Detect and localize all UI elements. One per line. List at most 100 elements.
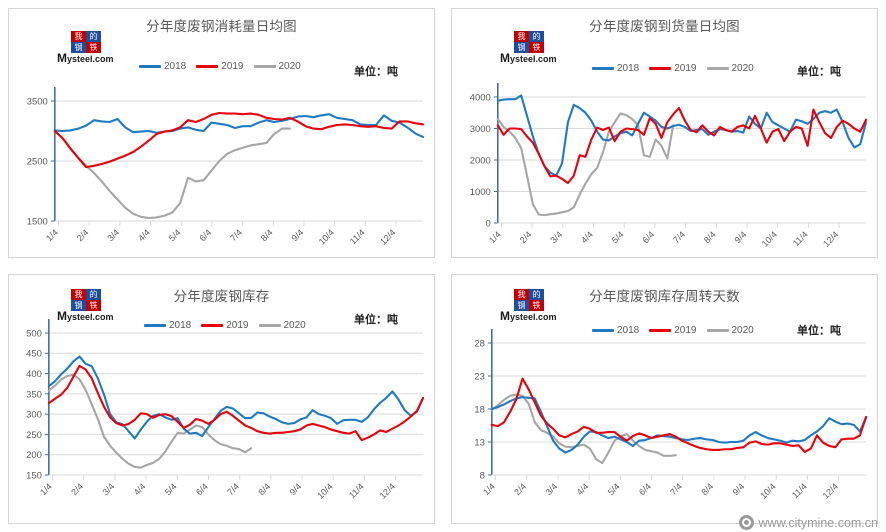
legend-item-2018[interactable]: 2018	[144, 320, 191, 331]
legend-item-2019[interactable]: 2019	[649, 325, 697, 336]
legend-item-2018[interactable]: 2018	[139, 61, 186, 72]
mysteel-wordmark-rest: ysteel.com	[67, 54, 114, 64]
svg-text:3/4: 3/4	[100, 481, 116, 497]
logo-cell-3: 铁	[529, 42, 544, 53]
svg-text:1500: 1500	[27, 216, 48, 227]
svg-text:8/4: 8/4	[256, 481, 272, 497]
legend-item-2020[interactable]: 2020	[706, 63, 754, 74]
legend-item-2020[interactable]: 2020	[706, 325, 754, 336]
legend-swatch-2018	[139, 65, 161, 68]
panel-title: 分年度废钢到货量日均图	[589, 19, 740, 34]
legend-item-2020[interactable]: 2020	[258, 320, 306, 331]
svg-text:5/4: 5/4	[167, 227, 183, 243]
unit-label: 单位：吨	[797, 66, 841, 78]
legend-label-2019: 2019	[674, 325, 697, 336]
legend-swatch-2018	[144, 324, 166, 327]
legend-item-2019[interactable]: 2019	[201, 320, 249, 331]
legend-swatch-2020	[706, 329, 729, 332]
legend: 2018 2019 2020	[592, 63, 760, 74]
legend-item-2019[interactable]: 2019	[196, 61, 244, 72]
legend-item-2018[interactable]: 2018	[592, 63, 639, 74]
legend: 2018 2019 2020	[144, 320, 312, 331]
panel-turnover: 分年度废钢库存周转天数 我 的 钢 铁 Mysteel.com 2018 201…	[443, 266, 886, 532]
svg-text:500: 500	[26, 328, 42, 339]
svg-text:2/4: 2/4	[512, 481, 528, 497]
legend-label-2019: 2019	[674, 63, 697, 74]
svg-text:2/4: 2/4	[75, 227, 91, 243]
svg-text:23: 23	[474, 371, 485, 382]
logo-cell-0: 我	[514, 31, 529, 42]
svg-text:0: 0	[486, 218, 491, 229]
legend-label-2018: 2018	[164, 61, 187, 72]
svg-text:6/4: 6/4	[197, 227, 213, 243]
mysteel-logo-squares: 我 的 钢 铁	[514, 289, 544, 311]
legend-item-2020[interactable]: 2020	[253, 61, 301, 72]
svg-text:200: 200	[26, 450, 42, 461]
legend-swatch-2018	[592, 67, 614, 70]
svg-text:4/4: 4/4	[575, 481, 591, 497]
panel-inventory: 分年度废钢库存 我 的 钢 铁 Mysteel.com 2018 2019 20…	[0, 266, 443, 532]
svg-text:8/4: 8/4	[259, 227, 275, 243]
svg-text:250: 250	[26, 430, 42, 441]
logo-cell-0: 我	[71, 31, 86, 42]
svg-text:5/4: 5/4	[610, 229, 626, 245]
svg-text:10/4: 10/4	[315, 481, 334, 500]
unit-label: 单位：吨	[354, 314, 398, 326]
watermark-url: www.citymine.com.cn	[758, 515, 878, 530]
svg-text:12/4: 12/4	[378, 227, 397, 246]
logo-cell-2: 钢	[71, 300, 86, 311]
logo-cell-1: 的	[529, 289, 544, 300]
mysteel-logo: 我 的 钢 铁 Mysteel.com	[57, 31, 129, 65]
panel-consumption: 分年度废钢消耗量日均图 我 的 钢 铁 Mysteel.com 2018 201…	[0, 0, 443, 266]
svg-text:9/4: 9/4	[290, 227, 306, 243]
svg-text:13: 13	[474, 437, 485, 448]
svg-text:12/4: 12/4	[821, 229, 840, 248]
logo-cell-0: 我	[514, 289, 529, 300]
legend-label-2018: 2018	[617, 63, 640, 74]
svg-text:18: 18	[474, 404, 485, 415]
svg-text:9/4: 9/4	[288, 481, 304, 497]
mysteel-logo-squares: 我 的 钢 铁	[514, 31, 544, 53]
svg-text:11/4: 11/4	[348, 227, 367, 246]
mysteel-wordmark-m: M	[500, 309, 510, 323]
svg-text:2500: 2500	[27, 156, 48, 167]
mysteel-logo-squares: 我 的 钢 铁	[71, 289, 101, 311]
legend-label-2019: 2019	[226, 320, 249, 331]
svg-text:10/4: 10/4	[758, 481, 777, 500]
logo-cell-3: 铁	[86, 42, 101, 53]
svg-text:3000: 3000	[470, 124, 491, 135]
legend-item-2018[interactable]: 2018	[592, 325, 639, 336]
svg-text:4/4: 4/4	[579, 229, 595, 245]
svg-text:12/4: 12/4	[378, 481, 397, 500]
svg-text:1/4: 1/4	[44, 227, 60, 243]
svg-text:3/4: 3/4	[543, 481, 559, 497]
svg-text:7/4: 7/4	[668, 481, 684, 497]
legend-swatch-2019	[196, 65, 219, 68]
svg-text:8: 8	[480, 470, 485, 481]
legend-swatch-2020	[258, 324, 281, 327]
legend-swatch-2019	[201, 324, 224, 327]
legend-item-2019[interactable]: 2019	[649, 63, 697, 74]
svg-text:11/4: 11/4	[347, 481, 366, 500]
mysteel-logo: 我 的 钢 铁 Mysteel.com	[57, 289, 129, 323]
svg-text:450: 450	[26, 349, 42, 360]
mysteel-wordmark-m: M	[57, 51, 67, 65]
svg-text:8/4: 8/4	[702, 229, 718, 245]
svg-text:9/4: 9/4	[733, 229, 749, 245]
legend: 2018 2019 2020	[139, 61, 307, 72]
svg-text:28: 28	[474, 338, 485, 349]
legend-label-2020: 2020	[278, 61, 301, 72]
mysteel-logo-squares: 我 的 钢 铁	[71, 31, 101, 53]
mysteel-logo: 我 的 钢 铁 Mysteel.com	[500, 289, 572, 323]
logo-cell-2: 钢	[514, 300, 529, 311]
unit-label: 单位：吨	[354, 66, 398, 78]
plot-area: 1500 2500 3500 1/4 2/4 3/4 4/4 5/4 6/4 7/4 8/4 9/4 1…	[27, 87, 425, 247]
plot-area: 8 13 18 23 28 1/4 2/4 3/4 4/4 5/4 6/4 7/4 8/4 9/4 10/4…	[474, 329, 868, 501]
legend-swatch-2020	[706, 67, 729, 70]
svg-text:2/4: 2/4	[69, 481, 85, 497]
legend-label-2018: 2018	[617, 325, 640, 336]
legend-label-2020: 2020	[731, 325, 754, 336]
mysteel-wordmark-m: M	[57, 309, 67, 323]
mysteel-logo: 我 的 钢 铁 Mysteel.com	[500, 31, 572, 65]
